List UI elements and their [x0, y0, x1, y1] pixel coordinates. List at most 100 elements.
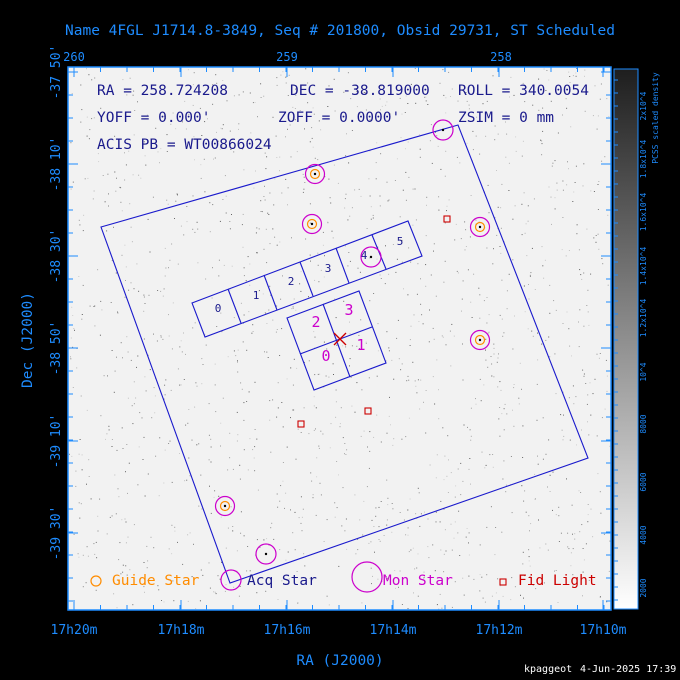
noise-pixel — [562, 323, 564, 324]
noise-pixel — [356, 91, 358, 93]
acq-star-legend-icon — [220, 569, 242, 591]
noise-pixel — [255, 170, 256, 172]
noise-pixel — [93, 306, 95, 307]
noise-pixel — [147, 560, 149, 562]
noise-pixel — [434, 570, 436, 572]
noise-pixel — [230, 506, 232, 508]
guide-star — [301, 213, 323, 235]
noise-pixel — [279, 549, 281, 551]
noise-pixel — [375, 162, 377, 164]
noise-pixel — [583, 559, 585, 561]
noise-pixel — [379, 274, 381, 276]
noise-pixel — [118, 496, 120, 498]
noise-pixel — [349, 365, 350, 367]
noise-pixel — [375, 178, 377, 180]
noise-pixel — [554, 353, 556, 355]
noise-pixel — [472, 149, 474, 151]
noise-pixel — [538, 519, 539, 521]
noise-pixel — [412, 361, 414, 363]
noise-pixel — [192, 195, 194, 197]
noise-pixel — [491, 363, 493, 365]
noise-pixel — [138, 290, 140, 292]
noise-pixel — [487, 184, 489, 186]
noise-pixel — [144, 591, 145, 593]
noise-pixel — [239, 464, 241, 466]
noise-pixel — [585, 543, 587, 545]
noise-pixel — [287, 187, 289, 189]
noise-pixel — [370, 218, 372, 220]
noise-pixel — [133, 90, 135, 92]
noise-pixel — [502, 478, 504, 480]
noise-pixel — [443, 508, 445, 510]
noise-pixel — [373, 526, 375, 527]
noise-pixel — [393, 378, 395, 380]
noise-pixel — [136, 263, 138, 265]
noise-pixel — [505, 491, 507, 493]
noise-pixel — [438, 418, 440, 420]
noise-pixel — [290, 156, 292, 158]
x-tick-label: 17h16m — [264, 623, 311, 638]
noise-pixel — [500, 227, 502, 229]
noise-pixel — [258, 228, 260, 230]
noise-pixel — [314, 157, 316, 159]
noise-pixel — [133, 403, 135, 405]
noise-pixel — [433, 338, 435, 340]
noise-pixel — [496, 234, 498, 236]
noise-pixel — [503, 460, 505, 462]
noise-pixel — [177, 194, 178, 196]
noise-pixel — [381, 105, 383, 107]
noise-pixel — [297, 428, 299, 430]
noise-pixel — [157, 151, 159, 153]
noise-pixel — [242, 246, 244, 248]
noise-pixel — [407, 375, 409, 377]
noise-pixel — [256, 438, 258, 440]
noise-pixel — [307, 82, 309, 84]
noise-pixel — [506, 290, 508, 292]
noise-pixel — [354, 189, 356, 191]
noise-pixel — [126, 444, 128, 445]
noise-pixel — [471, 317, 473, 318]
noise-pixel — [192, 104, 194, 106]
noise-pixel — [86, 483, 87, 485]
noise-pixel — [506, 308, 508, 310]
noise-pixel — [399, 216, 401, 218]
noise-pixel — [521, 234, 523, 236]
noise-pixel — [143, 338, 145, 340]
noise-pixel — [569, 439, 571, 441]
noise-pixel — [130, 282, 132, 284]
noise-pixel — [293, 409, 295, 411]
noise-pixel — [342, 437, 344, 439]
noise-pixel — [166, 151, 168, 152]
noise-pixel — [303, 407, 305, 409]
noise-pixel — [229, 221, 231, 222]
noise-pixel — [505, 484, 507, 486]
noise-pixel — [428, 341, 430, 343]
noise-pixel — [82, 230, 84, 232]
noise-pixel — [226, 100, 228, 102]
noise-pixel — [422, 323, 424, 325]
noise-pixel — [425, 264, 427, 266]
noise-pixel — [222, 397, 224, 399]
noise-pixel — [72, 346, 74, 348]
noise-pixel — [95, 589, 97, 591]
noise-pixel — [570, 126, 572, 128]
noise-pixel — [542, 107, 544, 109]
noise-pixel — [250, 132, 252, 134]
noise-pixel — [111, 439, 113, 440]
noise-pixel — [336, 344, 338, 346]
noise-pixel — [214, 157, 216, 159]
noise-pixel — [602, 263, 604, 265]
noise-pixel — [567, 546, 569, 548]
noise-pixel — [410, 261, 412, 263]
noise-pixel — [129, 77, 131, 79]
noise-pixel — [119, 186, 121, 188]
noise-pixel — [606, 601, 608, 603]
noise-pixel — [530, 272, 532, 274]
noise-pixel — [94, 77, 96, 79]
noise-pixel — [349, 321, 350, 323]
noise-pixel — [143, 586, 145, 588]
noise-pixel — [310, 472, 312, 474]
noise-pixel — [480, 400, 482, 402]
noise-pixel — [501, 531, 503, 533]
noise-pixel — [394, 570, 396, 572]
